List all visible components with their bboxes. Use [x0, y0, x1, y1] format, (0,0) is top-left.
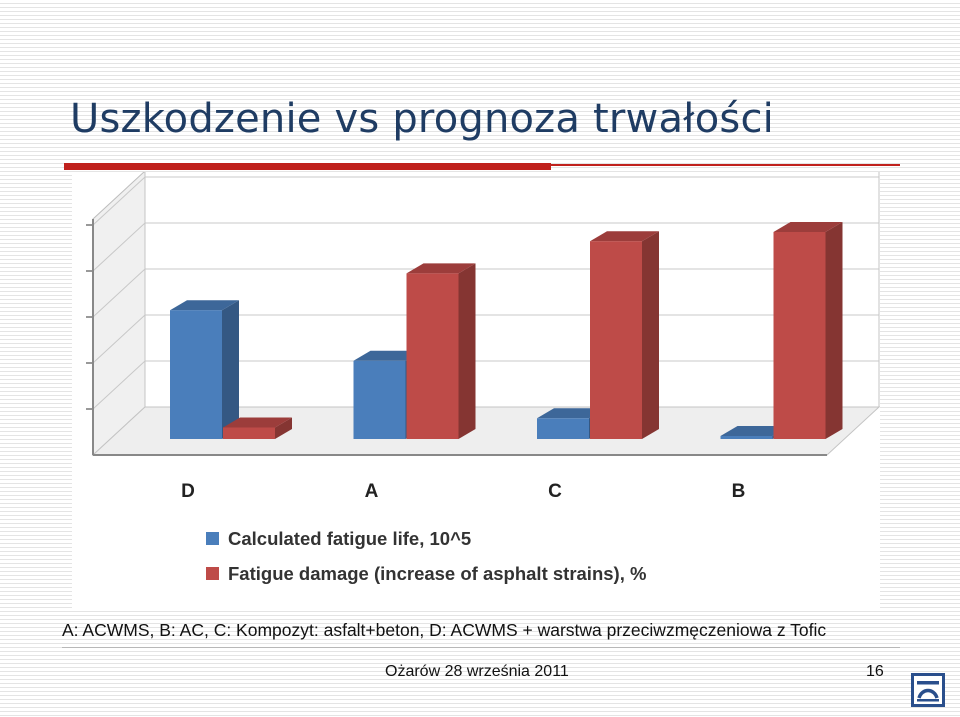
gridline [92, 222, 879, 272]
bar-c-series-2-top [590, 231, 659, 242]
legend-swatch [206, 567, 219, 580]
legend-label: Calculated fatigue life, 10^5 [228, 528, 471, 549]
page-number: 16 [866, 663, 884, 680]
bar-a-series-1-top [353, 350, 423, 361]
gridline [92, 176, 879, 226]
title-accent-bar [64, 163, 551, 170]
bar-a-series-2-front [406, 273, 459, 439]
bar-d-series-2-top [223, 417, 292, 428]
bar-b-series-2-front [773, 232, 826, 439]
footer-divider [62, 647, 900, 648]
bar-d-series-2 [223, 417, 292, 439]
bar-c-series-1-front [537, 418, 589, 439]
bar-chart: D A C B Calculated fatigue life, 10^5 Fatigue… [86, 172, 880, 584]
bar-a-series-2 [406, 263, 476, 439]
bar-b-series-2-top [773, 222, 843, 232]
bar-d-series-1-top [170, 300, 239, 311]
bar-c-series-1-top [537, 408, 606, 419]
back-wall [144, 172, 880, 408]
bar-b-series-1-front [720, 436, 773, 439]
legend-caption: A: ACWMS, B: AC, C: Kompozyt: asfalt+bet… [62, 620, 827, 640]
bar-d-series-2-side [275, 417, 292, 439]
x-tick-label: D [181, 481, 195, 502]
bar-d-series-1-front [170, 310, 222, 439]
bar-b-series-1-top [720, 426, 790, 436]
bar-d-series-2-front [223, 427, 275, 439]
bar-c-series-2-side [642, 231, 659, 439]
tofic-logo-icon [911, 673, 945, 707]
legend-label: Fatigue damage (increase of asphalt stra… [228, 563, 646, 584]
x-tick-label: B [732, 481, 746, 502]
x-tick-label: A [365, 481, 379, 502]
bar-b-series-2-side [825, 222, 843, 439]
bar-c-series-2-front [590, 241, 642, 439]
bar-c-series-2 [590, 231, 659, 439]
bar-a-series-1-front [353, 360, 406, 439]
bar-d-series-1-side [222, 300, 239, 439]
legend-swatch [206, 532, 219, 545]
chart-image: D A C B Calculated fatigue life, 10^5 Fatigue… [72, 172, 880, 608]
bar-a-series-2-top [406, 263, 476, 274]
bar-a-series-2-side [458, 263, 476, 439]
slide-title: Uszkodzenie vs prognoza trwałości [70, 96, 774, 142]
footer-date: Ożarów 28 września 2011 [385, 663, 569, 680]
x-tick-label: C [548, 481, 562, 502]
bar-b-series-2 [773, 222, 843, 439]
bar-d-series-1 [170, 300, 239, 439]
title-accent-line [551, 164, 900, 166]
side-wall [92, 172, 146, 457]
